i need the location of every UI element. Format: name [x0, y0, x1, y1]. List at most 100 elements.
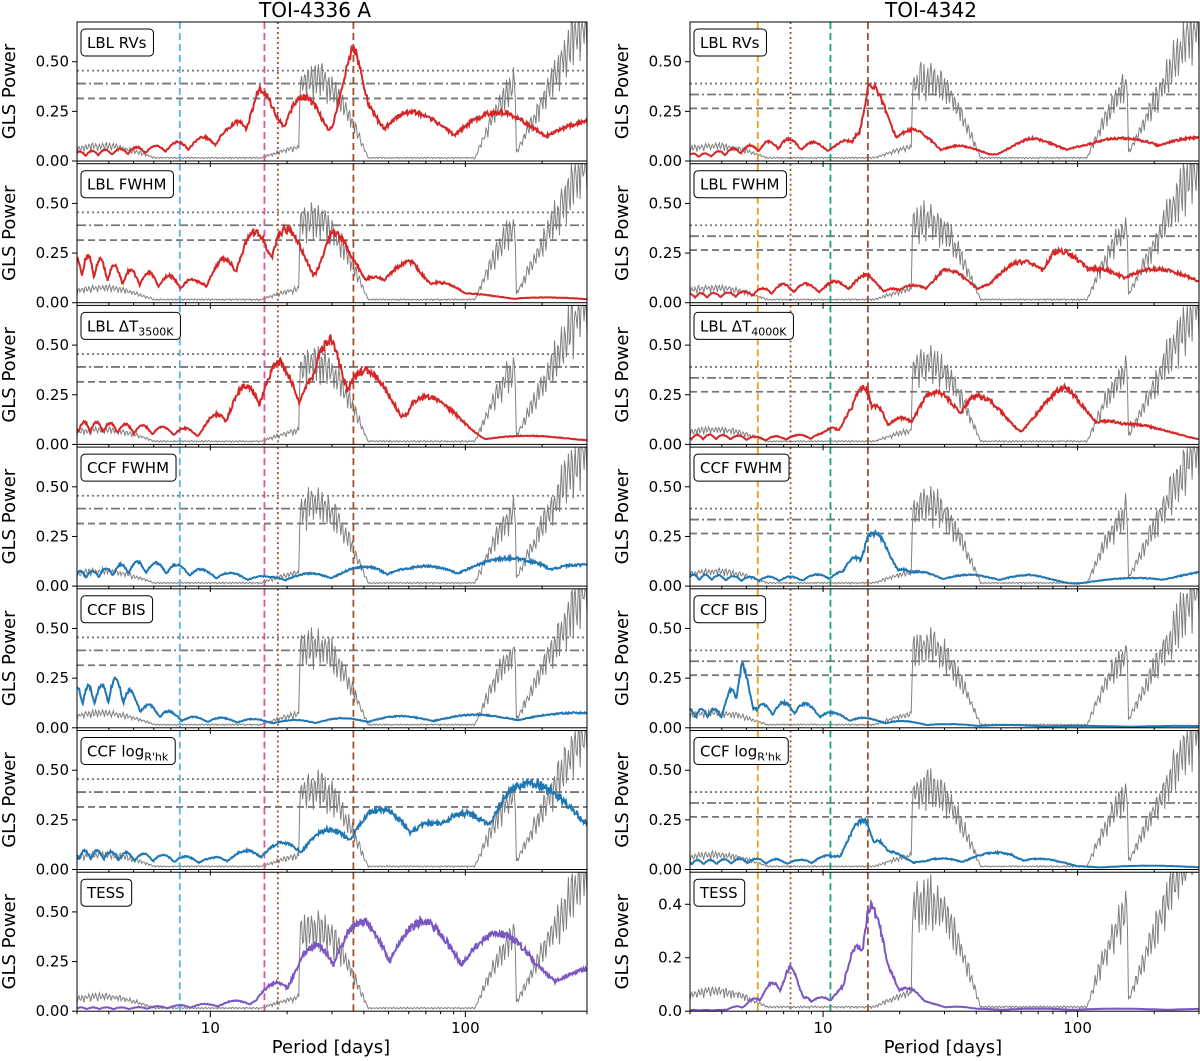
- y-axis-label: GLS Power: [0, 43, 20, 139]
- series-line: [77, 46, 587, 156]
- panel-frame: [77, 872, 587, 1011]
- panel-0-6: 0.000.250.50GLS Power10 100TESS: [0, 872, 587, 1037]
- y-tick-label: 0.00: [649, 435, 682, 453]
- panel-1-3: 0.00 0.25 0.50 GLS Power CCF FWHM: [612, 447, 1199, 595]
- y-tick-label: 0.00: [649, 577, 682, 595]
- panel-0-2: 0.000.250.50GLS PowerLBL ΔT3500K: [0, 305, 587, 453]
- x-tick-label: 100: [1063, 1019, 1092, 1037]
- column-title-right: TOI-4342: [884, 0, 977, 22]
- y-axis-label: GLS Power: [612, 893, 633, 989]
- y-tick-label: 0.2: [658, 949, 682, 967]
- y-tick-label: 0.25: [649, 386, 682, 404]
- y-tick-label: 0.50: [36, 336, 69, 354]
- panel-label: CCF logR'hk: [81, 738, 175, 765]
- series-line: [77, 336, 587, 441]
- y-axis-label: GLS Power: [612, 468, 633, 564]
- series-line: [690, 385, 1199, 440]
- x-tick-label: 10: [201, 1019, 220, 1037]
- panel-label-text: LBL FWHM: [700, 176, 779, 194]
- y-tick-label: 0.25: [36, 953, 69, 971]
- panel-1-6: 0.0 0.2 0.4 GLS Power 10 100 TESS: [612, 872, 1199, 1037]
- series-line: [690, 532, 1199, 584]
- y-tick-label: 0.00: [36, 294, 69, 312]
- series-line: [77, 226, 587, 299]
- panel-label-text: CCF FWHM: [87, 459, 169, 477]
- series-line: [77, 678, 587, 724]
- y-axis-label: GLS Power: [612, 610, 633, 706]
- y-axis-label: GLS Power: [0, 752, 20, 848]
- panel-label: TESS: [694, 879, 745, 906]
- panel-label-subscript: 4000K: [751, 325, 787, 338]
- y-axis-label: GLS Power: [612, 752, 633, 848]
- panel-label: LBL ΔT3500K: [81, 312, 180, 339]
- y-tick-label: 0.00: [36, 1002, 69, 1020]
- x-axis-label-left: Period [days]: [272, 1037, 390, 1058]
- panel-1-0: 0.00 0.25 0.50 GLS Power LBL RVs: [612, 22, 1199, 170]
- y-axis-label: GLS Power: [0, 468, 20, 564]
- y-tick-label: 0.50: [36, 53, 69, 71]
- panel-label-text: CCF BIS: [87, 601, 146, 619]
- panel-label-text: CCF FWHM: [700, 459, 782, 477]
- y-tick-label: 0.4: [658, 895, 682, 913]
- panel-label-text: LBL RVs: [700, 34, 760, 52]
- y-tick-label: 0.25: [649, 244, 682, 262]
- column-title-left: TOI-4336 A: [258, 0, 371, 22]
- y-tick-label: 0.50: [36, 620, 69, 638]
- y-tick-label: 0.50: [649, 478, 682, 496]
- y-tick-label: 0.25: [649, 527, 682, 545]
- panel-label-subscript: 3500K: [138, 325, 174, 338]
- y-tick-label: 0.00: [649, 152, 682, 170]
- panel-label: CCF FWHM: [694, 454, 789, 481]
- y-tick-label: 0.25: [649, 669, 682, 687]
- y-tick-label: 0.00: [649, 294, 682, 312]
- periodogram-figure: TOI-4336 A TOI-4342 Period [days] Period…: [0, 0, 1200, 1061]
- panel-label: CCF logR'hk: [694, 738, 788, 765]
- y-tick-label: 0.50: [649, 761, 682, 779]
- panel-label-text: LBL FWHM: [87, 176, 166, 194]
- window-function-line: [77, 589, 587, 726]
- panel-label: TESS: [81, 879, 132, 906]
- panel-label: LBL RVs: [694, 29, 766, 56]
- x-tick-label: 10: [814, 1019, 833, 1037]
- series-line: [690, 818, 1199, 867]
- panel-label-subscript: R'hk: [757, 751, 782, 764]
- y-axis-label: GLS Power: [0, 893, 20, 989]
- panel-1-2: 0.00 0.25 0.50 GLS Power LBL ΔT4000K: [612, 305, 1199, 453]
- y-tick-label: 0.00: [36, 861, 69, 879]
- panel-label: LBL ΔT4000K: [694, 312, 793, 339]
- panel-label-text: TESS: [86, 884, 125, 902]
- y-axis-label: GLS Power: [612, 185, 633, 281]
- panel-1-5: 0.00 0.25 0.50 GLS Power CCF logR'hk: [612, 731, 1199, 879]
- y-tick-label: 0.25: [36, 244, 69, 262]
- panel-label: CCF BIS: [694, 596, 766, 623]
- y-tick-label: 0.00: [649, 719, 682, 737]
- y-tick-label: 0.25: [649, 102, 682, 120]
- y-axis-label: GLS Power: [0, 327, 20, 423]
- panel-0-5: 0.00 0.25 0.50 GLS Power CCF logR'hk: [0, 731, 587, 879]
- y-tick-label: 0.25: [36, 811, 69, 829]
- y-tick-label: 0.00: [649, 861, 682, 879]
- y-tick-label: 0.00: [36, 435, 69, 453]
- y-tick-label: 0.25: [36, 669, 69, 687]
- panel-0-0: 0.00 0.25 0.50 GLS Power LBL RVs: [0, 22, 587, 170]
- y-tick-label: 0.50: [649, 336, 682, 354]
- panel-label: LBL FWHM: [694, 171, 786, 198]
- y-tick-label: 0.50: [36, 194, 69, 212]
- series-line: [77, 557, 587, 581]
- y-axis-label: GLS Power: [612, 327, 633, 423]
- y-tick-label: 0.00: [36, 577, 69, 595]
- panels-group: 0.00 0.25 0.50 GLS Power LBL RVs 0.00 0.25 0.50…: [0, 22, 1199, 1037]
- panel-0-4: 0.00 0.25 0.50 GLS Power CCF BIS: [0, 589, 587, 737]
- y-tick-label: 0.50: [36, 761, 69, 779]
- panel-label: CCF FWHM: [81, 454, 176, 481]
- x-axis-label-right: Period [days]: [884, 1037, 1002, 1058]
- y-axis-label: GLS Power: [0, 185, 20, 281]
- panel-label-text: TESS: [699, 884, 738, 902]
- y-tick-label: 0.0: [658, 1002, 682, 1020]
- x-tick-label: 100: [451, 1019, 480, 1037]
- panel-label-text: CCF BIS: [700, 601, 759, 619]
- panel-0-3: 0.000.250.50GLS PowerCCF FWHM: [0, 447, 587, 595]
- y-axis-label: GLS Power: [0, 610, 20, 706]
- panel-label: LBL FWHM: [81, 171, 173, 198]
- y-tick-label: 0.00: [36, 719, 69, 737]
